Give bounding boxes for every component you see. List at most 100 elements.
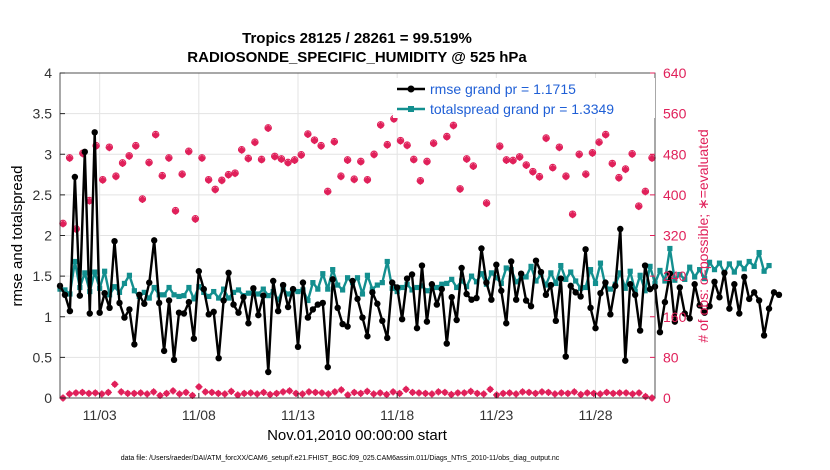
totalspread-point xyxy=(731,269,737,275)
rmse-point xyxy=(547,281,555,289)
totalspread-point xyxy=(235,287,242,293)
obs-low-star xyxy=(635,389,643,397)
totalspread-point xyxy=(206,293,212,300)
obs-evaluated-star xyxy=(59,220,67,228)
obs-low-star xyxy=(130,389,138,398)
obs-evaluated-star xyxy=(595,138,603,147)
y2-tick-label: 640 xyxy=(663,65,687,81)
rmse-point xyxy=(587,304,594,312)
rmse-point xyxy=(483,279,490,286)
obs-evaluated-star xyxy=(165,154,173,162)
rmse-point xyxy=(309,306,317,313)
obs-evaluated-star xyxy=(383,141,391,149)
rmse-point xyxy=(210,308,217,316)
obs-low-star xyxy=(531,389,540,398)
totalspread-point xyxy=(374,282,380,288)
rmse-point xyxy=(691,281,698,288)
totalspread-point xyxy=(711,267,718,273)
rmse-point xyxy=(245,320,252,327)
rmse-point xyxy=(597,289,604,297)
obs-evaluated-star xyxy=(502,156,511,164)
totalspread-point xyxy=(716,260,723,266)
rmse-point xyxy=(508,258,515,265)
x-tick-label: 11/18 xyxy=(380,407,414,423)
rmse-point xyxy=(582,246,589,253)
rmse-point xyxy=(319,299,326,307)
rmse-point xyxy=(741,273,748,281)
obs-evaluated-star xyxy=(621,165,630,174)
rmse-point xyxy=(96,309,103,316)
rmse-point xyxy=(66,307,74,315)
totalspread-point xyxy=(126,272,133,278)
rmse-point xyxy=(61,291,69,299)
obs-low-star xyxy=(583,389,591,397)
x-tick-label: 11/13 xyxy=(281,407,315,423)
obs-evaluated-star xyxy=(238,146,246,154)
rmse-point xyxy=(289,285,297,293)
obs-evaluated-star xyxy=(641,188,649,196)
totalspread-point xyxy=(419,283,425,289)
totalspread-point xyxy=(558,262,564,269)
rmse-point xyxy=(686,315,693,322)
totalspread-point xyxy=(622,285,628,291)
rmse-point xyxy=(696,302,703,309)
obs-low-star xyxy=(557,389,565,397)
y2-tick-label: 160 xyxy=(663,309,687,325)
totalspread-point xyxy=(647,263,653,269)
obs-low-star xyxy=(577,390,585,399)
rmse-point xyxy=(215,354,222,362)
totalspread-point xyxy=(726,261,732,267)
totalspread-point xyxy=(627,268,633,274)
y-tick-label: 3.5 xyxy=(33,106,53,122)
obs-evaluated-star xyxy=(99,176,107,184)
obs-evaluated-star xyxy=(178,170,186,179)
obs-low-star xyxy=(357,389,365,398)
obs-low-star xyxy=(285,387,294,395)
rmse-point xyxy=(200,285,207,293)
rmse-point xyxy=(116,299,123,307)
line-layer xyxy=(56,129,783,376)
obs-low-star xyxy=(208,388,216,397)
rmse-point xyxy=(314,301,322,308)
rmse-point xyxy=(498,287,505,294)
rmse-point xyxy=(532,257,540,264)
totalspread-point xyxy=(335,282,341,288)
totalspread-point xyxy=(354,275,361,281)
x-axis-label: Nov.01,2010 00:00:00 start xyxy=(267,427,448,444)
rmse-point xyxy=(775,291,783,299)
totalspread-point xyxy=(573,278,579,284)
obs-low-star xyxy=(195,383,203,391)
totalspread-point xyxy=(102,268,108,274)
rmse-point xyxy=(448,294,455,301)
rmse-point xyxy=(279,281,287,289)
rmse-point xyxy=(359,314,366,321)
totalspread-point xyxy=(409,287,415,293)
totalspread-point xyxy=(225,295,232,301)
rmse-point xyxy=(557,275,564,282)
totalspread-point xyxy=(662,278,668,284)
obs-low-star xyxy=(596,390,604,398)
rmse-point xyxy=(180,310,188,317)
totalspread-point xyxy=(692,274,698,280)
rmse-point xyxy=(681,310,688,317)
rmse-point xyxy=(736,310,743,317)
totalspread-point xyxy=(498,280,504,287)
rmse-point xyxy=(453,316,460,324)
totalspread-point xyxy=(111,284,118,290)
rmse-point xyxy=(731,281,738,288)
totalspread-point xyxy=(221,286,227,292)
rmse-point xyxy=(765,305,773,312)
obs-low-star xyxy=(434,388,443,396)
rmse-point xyxy=(488,296,495,303)
totalspread-point xyxy=(62,287,68,293)
obs-evaluated-star xyxy=(582,170,590,179)
y-tick-label: 3 xyxy=(44,146,52,162)
legend-rmse-label: rmse grand pr = 1.1715 xyxy=(430,81,576,97)
obs-low-star xyxy=(182,388,190,397)
obs-low-star xyxy=(337,386,345,394)
obs-evaluated-star xyxy=(105,144,113,152)
rmse-point xyxy=(101,289,108,297)
obs-low-star xyxy=(480,390,488,398)
legend-rmse-marker xyxy=(407,85,415,93)
rmse-point xyxy=(468,296,475,303)
